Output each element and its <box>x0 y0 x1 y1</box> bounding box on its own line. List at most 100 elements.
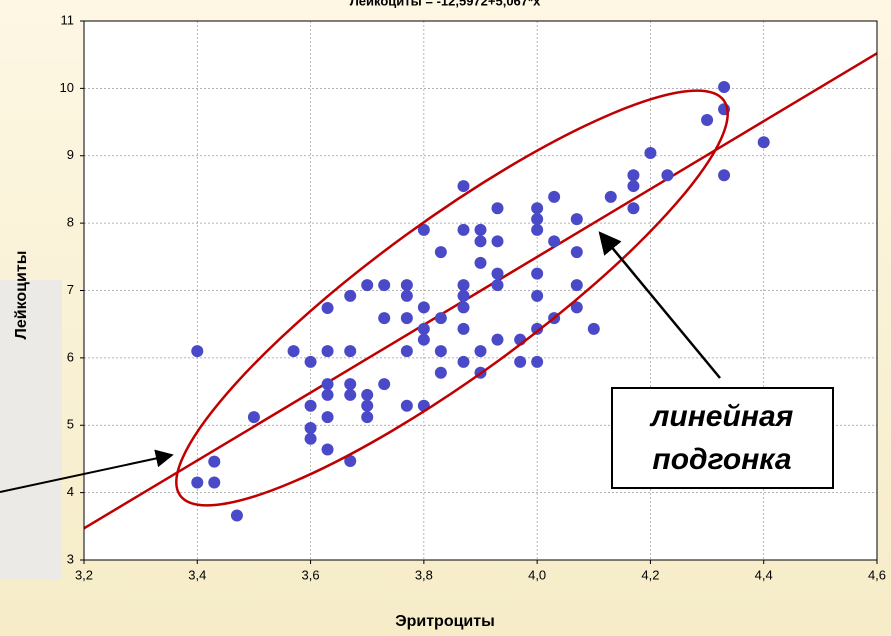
y-tick-label: 10 <box>60 80 74 95</box>
point <box>531 223 544 236</box>
x-tick-label: 4,2 <box>641 567 659 582</box>
point <box>570 301 583 314</box>
y-tick-label: 3 <box>67 551 74 566</box>
point <box>457 223 470 236</box>
point <box>321 345 334 358</box>
y-tick-label: 11 <box>61 12 75 27</box>
x-tick-label: 4,0 <box>528 567 546 582</box>
point <box>378 378 391 391</box>
point <box>434 246 447 259</box>
point <box>400 289 413 302</box>
plot-layer: 3 4 5 6 7 8 9 10 11 3,2 3,4 3,6 3,8 4,0 4,2 4,4 4,6 <box>60 12 887 582</box>
point <box>304 432 317 445</box>
point <box>457 279 470 292</box>
y-tick-label: 9 <box>67 147 74 162</box>
point <box>457 301 470 314</box>
point <box>491 235 504 248</box>
point <box>208 455 221 468</box>
point <box>718 81 731 94</box>
x-tick-label: 3,6 <box>302 567 320 582</box>
plot-frame <box>83 20 878 561</box>
y-tick-label: 5 <box>67 417 74 432</box>
point <box>644 147 657 160</box>
point <box>531 322 544 335</box>
y-tick-label: 6 <box>67 349 74 364</box>
point <box>361 411 374 424</box>
point <box>417 223 430 236</box>
point <box>321 302 334 315</box>
point <box>400 279 413 292</box>
point <box>491 333 504 346</box>
point <box>627 169 640 182</box>
annotation: подгонка <box>652 443 791 476</box>
arrow <box>0 449 174 493</box>
point <box>344 388 357 401</box>
point <box>627 202 640 215</box>
point <box>287 345 300 358</box>
point <box>457 180 470 193</box>
point <box>757 136 770 149</box>
fit-line <box>83 52 878 530</box>
point <box>701 114 714 127</box>
point <box>531 213 544 226</box>
x-tick-label: 3,2 <box>75 567 93 582</box>
point <box>344 289 357 302</box>
point <box>548 190 561 203</box>
x-tick-label: 3,8 <box>415 567 433 582</box>
point <box>208 476 221 489</box>
point <box>531 289 544 302</box>
point <box>570 246 583 259</box>
point <box>457 355 470 368</box>
point <box>474 345 487 358</box>
point <box>417 301 430 314</box>
point <box>570 213 583 226</box>
annotation-box <box>611 387 834 489</box>
point <box>321 443 334 456</box>
side-panel <box>0 280 62 580</box>
point <box>361 399 374 412</box>
x-tick-label: 4,4 <box>755 567 773 582</box>
point <box>434 312 447 325</box>
point <box>474 256 487 269</box>
x-axis-label: Эритроциты <box>395 613 495 630</box>
point <box>514 355 527 368</box>
point <box>474 235 487 248</box>
point <box>434 345 447 358</box>
y-tick-label: 4 <box>67 484 74 499</box>
point <box>304 355 317 368</box>
point <box>378 279 391 292</box>
point <box>361 279 374 292</box>
point <box>491 267 504 280</box>
point <box>548 235 561 248</box>
point <box>191 476 204 489</box>
point <box>400 345 413 358</box>
point <box>718 169 731 182</box>
point <box>400 399 413 412</box>
point <box>434 366 447 379</box>
point <box>400 312 413 325</box>
arrow <box>598 231 721 379</box>
point <box>304 421 317 434</box>
point <box>191 345 204 358</box>
point <box>474 223 487 236</box>
point <box>531 202 544 215</box>
point <box>491 202 504 215</box>
x-tick-label: 4,6 <box>868 567 886 582</box>
point <box>531 267 544 280</box>
point <box>627 180 640 193</box>
point <box>344 378 357 391</box>
y-tick-label: 8 <box>67 215 74 230</box>
point <box>361 388 374 401</box>
point <box>321 378 334 391</box>
point <box>321 388 334 401</box>
y-tick-label: 7 <box>67 282 74 297</box>
point <box>247 411 260 424</box>
point <box>417 322 430 335</box>
point <box>378 312 391 325</box>
point <box>230 509 243 522</box>
point <box>417 333 430 346</box>
point <box>661 169 674 182</box>
point <box>570 279 583 292</box>
